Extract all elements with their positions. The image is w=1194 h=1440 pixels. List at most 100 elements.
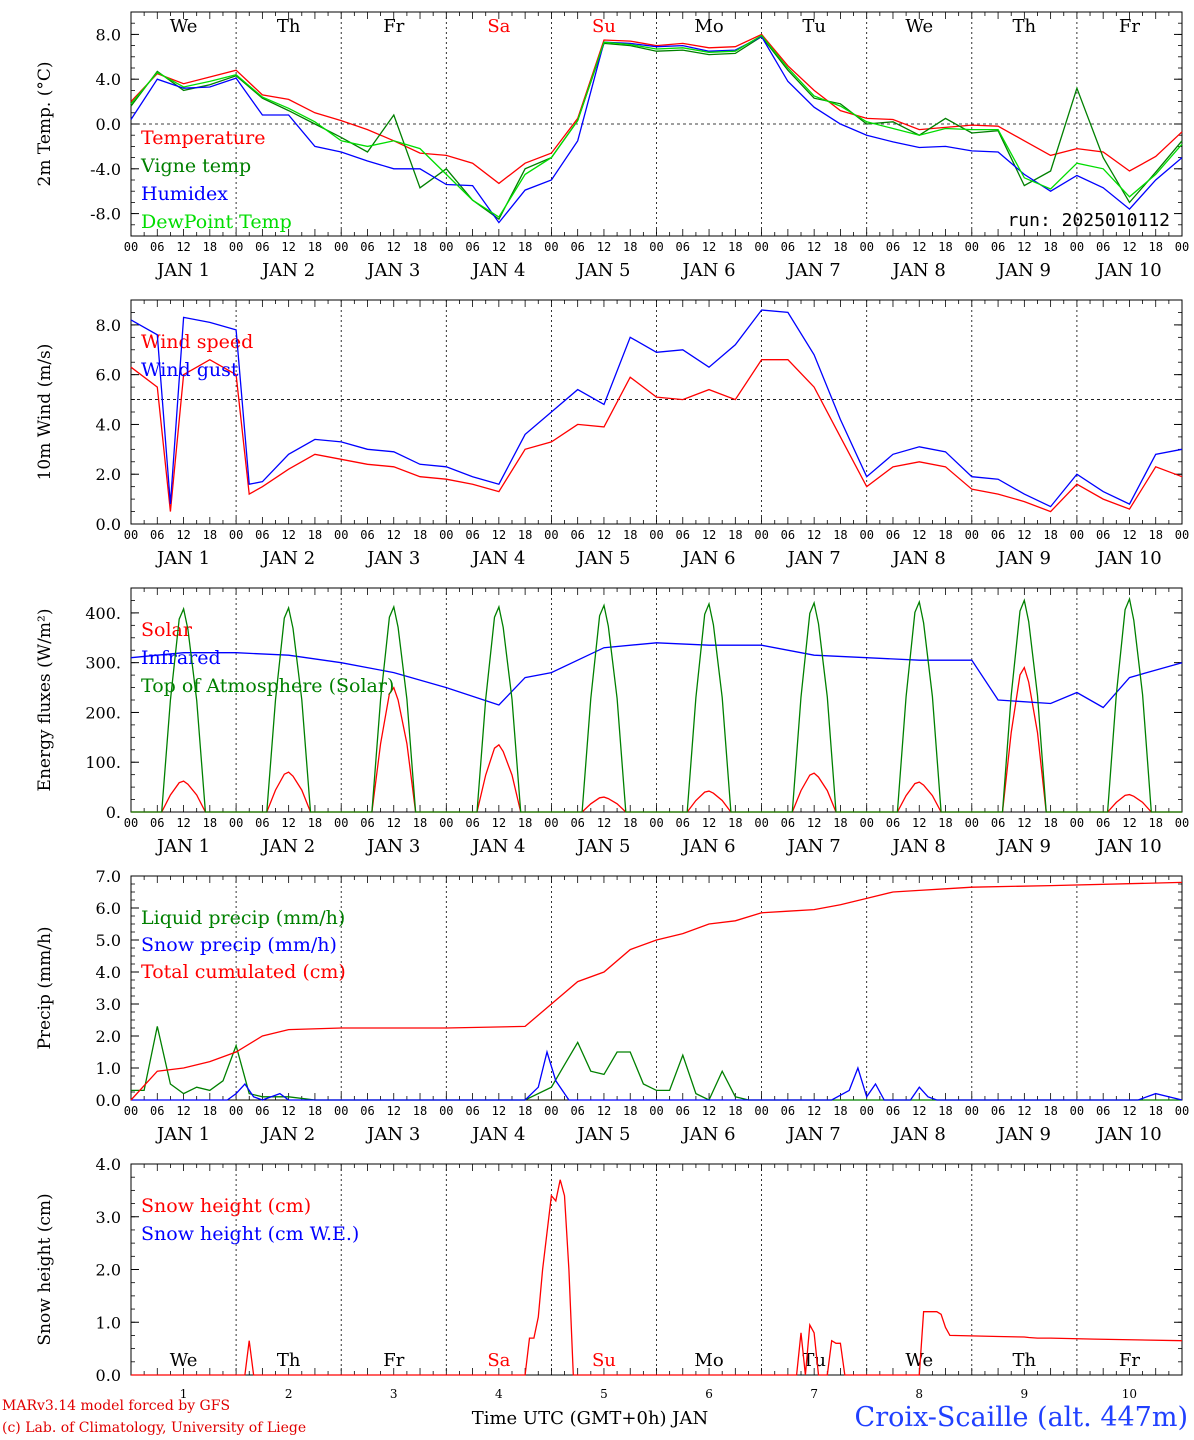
hour-tick-label: 00 [754, 240, 768, 254]
legend-label: Humidex [141, 183, 228, 205]
hour-tick-label: 12 [1122, 816, 1136, 830]
weekday-label: Sa [487, 16, 510, 37]
hour-tick-label: 18 [1043, 528, 1057, 542]
hour-tick-label: 00 [124, 816, 138, 830]
date-label: JAN 4 [470, 548, 525, 569]
hour-tick-label: 12 [492, 240, 506, 254]
hour-tick-label: 06 [886, 528, 900, 542]
day-number: 2 [285, 1387, 293, 1401]
hour-tick-label: 06 [1096, 240, 1110, 254]
date-label: JAN 9 [996, 836, 1051, 857]
y-tick-label: 0.0 [96, 515, 121, 534]
day-number: 9 [1021, 1387, 1029, 1401]
hour-tick-label: 06 [1096, 1104, 1110, 1118]
weekday-label: Mo [694, 1350, 723, 1371]
hour-tick-label: 06 [570, 816, 584, 830]
hour-tick-label: 12 [1017, 240, 1031, 254]
weekday-label: Su [592, 16, 616, 37]
hour-tick-label: 00 [229, 816, 243, 830]
hour-tick-label: 18 [728, 1104, 742, 1118]
hour-tick-label: 18 [728, 528, 742, 542]
hour-tick-label: 12 [1122, 528, 1136, 542]
y-tick-label: 4.0 [96, 1155, 121, 1174]
y-tick-label: 100. [85, 753, 121, 772]
hour-tick-label: 12 [702, 1104, 716, 1118]
hour-tick-label: 00 [649, 240, 663, 254]
hour-tick-label: 18 [203, 816, 217, 830]
hour-tick-label: 06 [570, 1104, 584, 1118]
hour-tick-label: 12 [807, 528, 821, 542]
series-line [131, 596, 1182, 813]
hour-tick-label: 12 [912, 816, 926, 830]
y-tick-label: 6.0 [96, 899, 121, 918]
x-axis-title: Time UTC (GMT+0h) JAN [472, 1408, 709, 1429]
hour-tick-label: 00 [649, 816, 663, 830]
hour-tick-label: 18 [728, 240, 742, 254]
hour-tick-label: 18 [938, 240, 952, 254]
weekday-label: Th [277, 16, 301, 37]
y-tick-label: 300. [85, 654, 121, 673]
hour-tick-label: 00 [439, 816, 453, 830]
hour-tick-label: 06 [991, 240, 1005, 254]
day-number: 10 [1122, 1387, 1137, 1401]
date-label: JAN 4 [470, 1124, 525, 1145]
hour-tick-label: 00 [859, 1104, 873, 1118]
date-label: JAN 7 [786, 1124, 841, 1145]
panel-5: 0.0 1.0 2.0 3.0 4.0 Snow height (cm) We Th Fr Sa S… [35, 1155, 1183, 1429]
y-tick-label: 3.0 [96, 1208, 121, 1227]
y-tick-label: -8.0 [90, 205, 121, 224]
hour-tick-label: 00 [965, 1104, 979, 1118]
hour-tick-label: 12 [387, 816, 401, 830]
hour-tick-label: 00 [229, 1104, 243, 1118]
date-label: JAN 4 [470, 836, 525, 857]
hour-tick-label: 06 [676, 528, 690, 542]
day-number: 6 [705, 1387, 713, 1401]
legend-label: DewPoint Temp [141, 211, 292, 233]
hour-tick-label: 00 [124, 528, 138, 542]
hour-tick-label: 06 [255, 240, 269, 254]
hour-tick-label: 00 [334, 240, 348, 254]
hour-tick-label: 06 [886, 240, 900, 254]
series-line [130, 642, 1183, 709]
hour-tick-label: 18 [308, 1104, 322, 1118]
hour-tick-label: 12 [281, 528, 295, 542]
hour-tick-label: 12 [1017, 528, 1031, 542]
hour-tick-label: 12 [597, 1104, 611, 1118]
hour-tick-label: 06 [781, 816, 795, 830]
hour-tick-label: 06 [150, 528, 164, 542]
hour-tick-label: 12 [176, 528, 190, 542]
hour-tick-label: 18 [413, 528, 427, 542]
weekday-label: Tu [802, 16, 826, 37]
panel-1: -8.0 -4.0 0.0 4.0 8.0 2m Temp. (°C) 00 06 12 18 JA… [35, 11, 1189, 281]
day-number: 3 [390, 1387, 398, 1401]
date-label: JAN 8 [891, 1124, 946, 1145]
hour-tick-label: 00 [544, 240, 558, 254]
hour-tick-label: 06 [360, 816, 374, 830]
hour-tick-label: 12 [176, 816, 190, 830]
hour-tick-label: 18 [413, 1104, 427, 1118]
hour-tick-label: 18 [728, 816, 742, 830]
legend-label: Liquid precip (mm/h) [141, 907, 345, 929]
hour-tick-label: 00 [859, 240, 873, 254]
hour-tick-label: 00 [334, 1104, 348, 1118]
weekday-label: Fr [1119, 16, 1140, 37]
hour-tick-label: 12 [492, 528, 506, 542]
hour-tick-label: 00 [544, 1104, 558, 1118]
y-tick-label: 400. [85, 604, 121, 623]
hour-tick-label: 12 [176, 1104, 190, 1118]
hour-tick-label: 18 [623, 240, 637, 254]
hour-tick-label: 06 [886, 1104, 900, 1118]
hour-tick-label: 12 [1017, 816, 1031, 830]
y-tick-label: 4.0 [96, 415, 121, 434]
hour-tick-label: 18 [413, 816, 427, 830]
date-label: JAN 5 [575, 260, 630, 281]
date-label: JAN 3 [365, 1124, 420, 1145]
hour-tick-label: 06 [991, 1104, 1005, 1118]
date-label: JAN 9 [996, 548, 1051, 569]
y-tick-label: 2.0 [96, 1027, 121, 1046]
weekday-label: Tu [802, 1350, 826, 1371]
hour-tick-label: 00 [544, 528, 558, 542]
y-axis-title: Precip (mm/h) [35, 926, 55, 1049]
y-tick-label: 0.0 [96, 1091, 121, 1110]
